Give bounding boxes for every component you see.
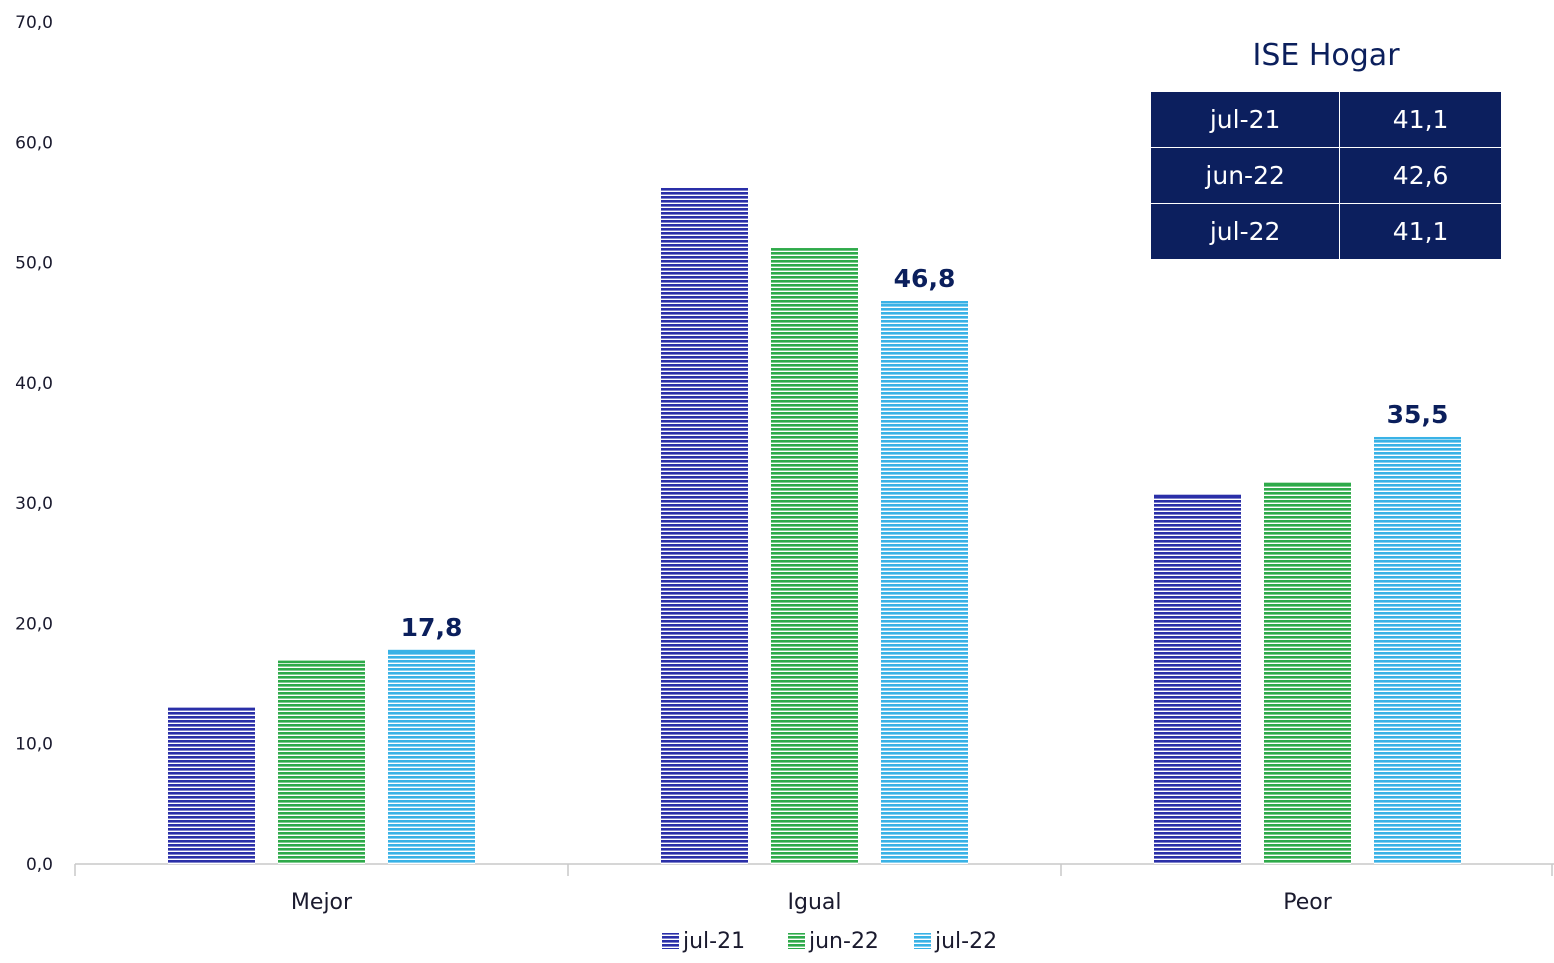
y-tick-label: 30,0: [15, 494, 53, 514]
bar-jun-22-igual: [771, 248, 858, 864]
legend-swatch-jun-22: [788, 933, 805, 949]
x-category-label: Mejor: [291, 890, 353, 915]
legend-label: jun-22: [808, 929, 879, 954]
ise-hogar-panel: ISE Hogar jul-21 41,1 jun-22 42,6 jul-22…: [1149, 36, 1502, 260]
table-cell-period: jul-21: [1149, 91, 1341, 148]
y-tick-label: 0,0: [26, 855, 53, 875]
table-row: jul-22 41,1: [1149, 203, 1502, 260]
table-row: jun-22 42,6: [1149, 147, 1502, 204]
table-row: jul-21 41,1: [1149, 91, 1502, 148]
bar-top-edge: [388, 649, 475, 653]
table-cell-period: jun-22: [1149, 147, 1341, 204]
data-label: 35,5: [1387, 400, 1449, 429]
table-cell-value: 41,1: [1339, 203, 1502, 260]
x-category-label: Peor: [1283, 890, 1332, 915]
table-cell-value: 41,1: [1339, 91, 1502, 148]
legend-swatch-jul-22: [914, 933, 931, 949]
table-cell-period: jul-22: [1149, 203, 1341, 260]
y-tick-label: 50,0: [15, 254, 53, 274]
bar-jul-22-mejor: [388, 649, 475, 864]
legend-label: jul-21: [682, 929, 745, 954]
y-tick-label: 70,0: [15, 13, 53, 33]
bar-top-edge: [881, 301, 968, 304]
legend-label: jul-22: [934, 929, 997, 954]
bar-top-edge: [1264, 482, 1351, 486]
bar-top-edge: [661, 187, 748, 191]
bar-jul-21-igual: [661, 187, 748, 865]
bar-top-edge: [1374, 436, 1461, 440]
table-cell-value: 42,6: [1339, 147, 1502, 204]
bar-top-edge: [1154, 494, 1241, 498]
bar-jul-21-mejor: [168, 707, 255, 864]
y-tick-label: 60,0: [15, 133, 53, 153]
ise-hogar-title: ISE Hogar: [1252, 38, 1400, 73]
bar-jun-22-mejor: [278, 660, 365, 864]
bar-top-edge: [771, 248, 858, 251]
legend-swatch-jul-21: [662, 933, 679, 949]
bar-top-edge: [168, 707, 255, 711]
y-tick-label: 20,0: [15, 614, 53, 634]
data-label: 46,8: [894, 264, 956, 293]
bar-jul-22-peor: [1374, 436, 1461, 864]
ise-hogar-table: jul-21 41,1 jun-22 42,6 jul-22 41,1: [1149, 91, 1502, 260]
bar-jul-21-peor: [1154, 494, 1241, 864]
bar-jul-22-igual: [881, 301, 968, 864]
bar-jun-22-peor: [1264, 482, 1351, 864]
bar-top-edge: [278, 660, 365, 664]
y-tick-label: 40,0: [15, 374, 53, 394]
data-label: 17,8: [401, 613, 463, 642]
y-tick-label: 10,0: [15, 735, 53, 755]
x-category-label: Igual: [788, 890, 842, 915]
